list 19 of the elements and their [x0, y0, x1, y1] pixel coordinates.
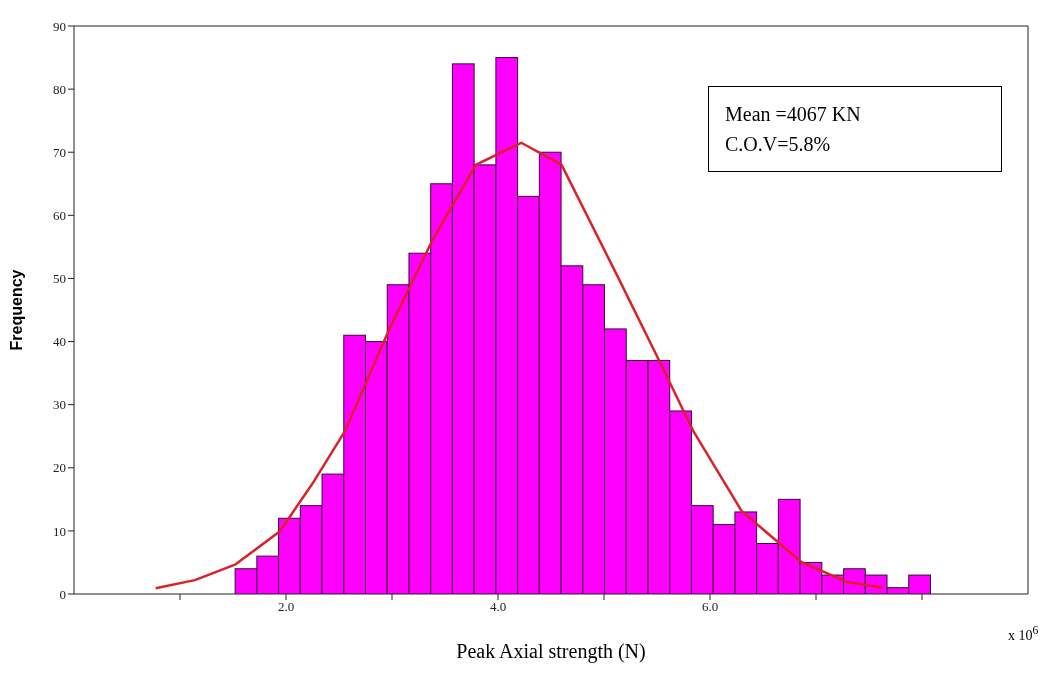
text: x 10$^{6}$ — [1008, 624, 1039, 644]
y-tick-label: 0 — [59, 586, 66, 602]
y-tick-label: 80 — [53, 81, 66, 97]
y-tick-label: 40 — [53, 334, 66, 350]
y-tick-label: 90 — [53, 18, 66, 34]
x-tick-label: 2.0 — [277, 599, 295, 615]
y-tick-label: 50 — [53, 271, 66, 287]
y-tick-label: 60 — [53, 207, 66, 223]
y-tick-label: 30 — [53, 397, 66, 413]
x-tick-label: 4.0 — [489, 599, 507, 615]
annotation: Mean =4067 KN — [725, 102, 862, 127]
y-tick-label: 10 — [53, 523, 66, 539]
y-tick-label: 20 — [53, 460, 66, 476]
x-tick-label: 6.0 — [701, 599, 719, 615]
x-axis-title: Peak Axial strength (N) — [456, 640, 646, 663]
text-box: Mean =4067 KN C.O.V=5.8% — [708, 86, 1002, 172]
y-tick-label: 70 — [53, 144, 66, 160]
y-axis-title: Frequency — [7, 269, 25, 351]
annotation: C.O.V=5.8% — [725, 132, 832, 157]
